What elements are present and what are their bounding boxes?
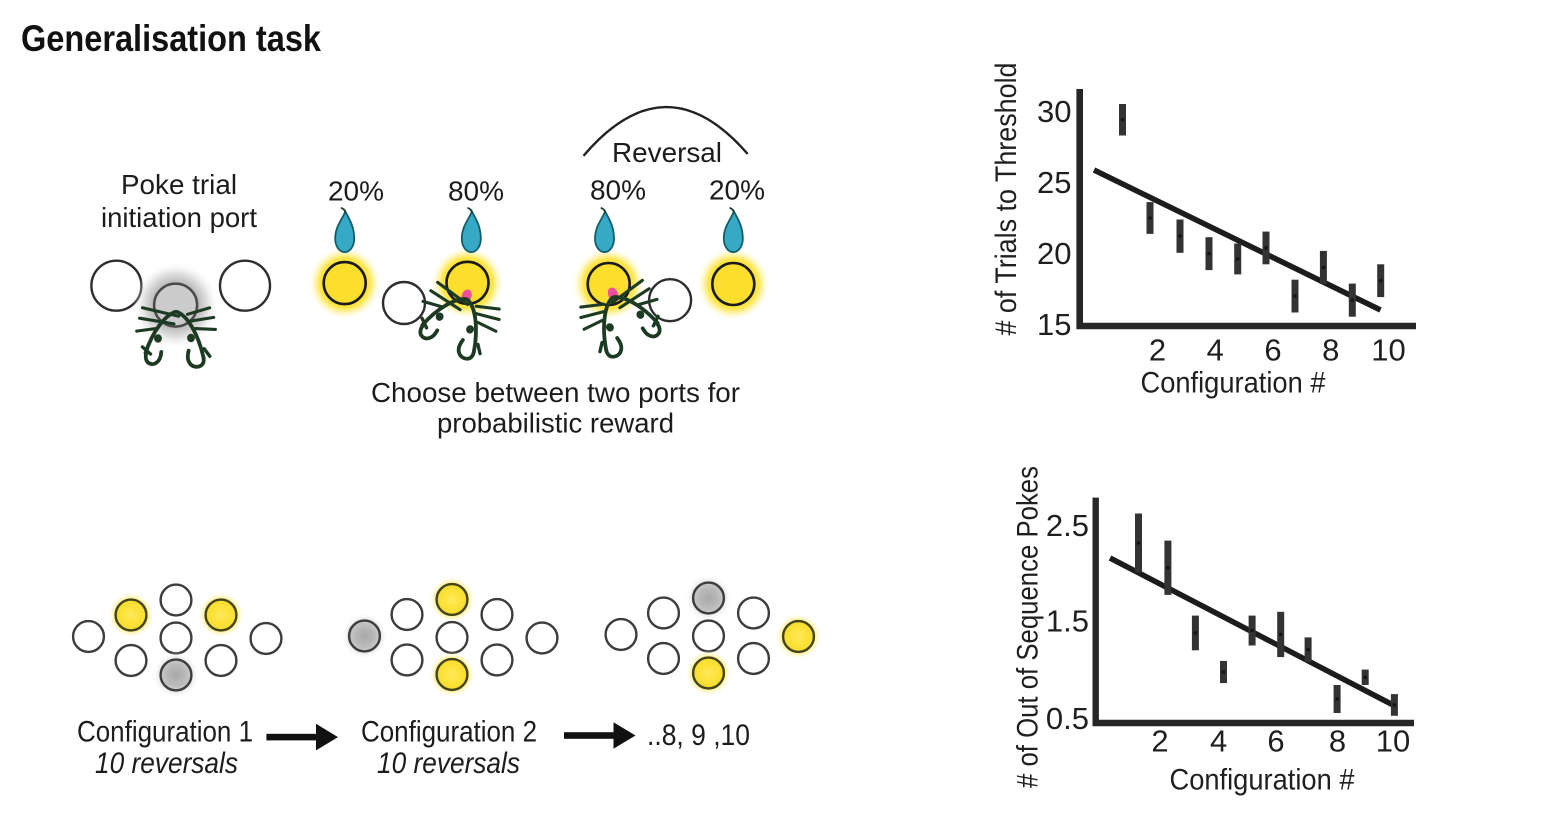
svg-text:..8, 9 ,10: ..8, 9 ,10 [647, 719, 750, 752]
svg-text:Configuration 2: Configuration 2 [361, 715, 537, 748]
svg-text:0.5: 0.5 [1046, 701, 1089, 736]
svg-text:10: 10 [1376, 724, 1410, 759]
svg-text:initiation port: initiation port [101, 202, 257, 233]
svg-text:6: 6 [1264, 332, 1281, 367]
svg-text:10: 10 [1371, 332, 1405, 367]
svg-text:8: 8 [1329, 724, 1346, 759]
svg-text:2: 2 [1151, 724, 1168, 759]
svg-text:Configuration #: Configuration # [1170, 764, 1355, 797]
svg-text:4: 4 [1210, 724, 1227, 759]
svg-text:20%: 20% [709, 175, 765, 206]
svg-text:1.5: 1.5 [1046, 604, 1089, 639]
svg-text:8: 8 [1322, 332, 1339, 367]
svg-text:20%: 20% [328, 176, 384, 207]
svg-text:30: 30 [1037, 94, 1071, 129]
svg-text:15: 15 [1037, 307, 1071, 342]
svg-text:10 reversals: 10 reversals [377, 747, 520, 780]
svg-text:10 reversals: 10 reversals [95, 747, 238, 780]
svg-text:80%: 80% [590, 175, 646, 206]
svg-text:Reversal: Reversal [612, 137, 722, 168]
svg-text:25: 25 [1037, 165, 1071, 200]
svg-text:2.5: 2.5 [1046, 508, 1089, 543]
svg-text:2: 2 [1149, 332, 1166, 367]
svg-text:# of Trials to Threshold: # of Trials to Threshold [990, 63, 1023, 336]
svg-text:20: 20 [1037, 236, 1071, 271]
svg-text:6: 6 [1267, 724, 1284, 759]
svg-text:Choose between two ports for: Choose between two ports for [371, 377, 740, 408]
svg-text:4: 4 [1207, 332, 1224, 367]
svg-text:Generalisation task: Generalisation task [21, 18, 321, 59]
svg-text:probabilistic reward: probabilistic reward [437, 408, 674, 439]
svg-text:Configuration 1: Configuration 1 [77, 715, 253, 748]
svg-text:Poke trial: Poke trial [121, 169, 237, 200]
svg-text:# of Out of Sequence Pokes: # of Out of Sequence Pokes [1012, 466, 1045, 788]
svg-text:Configuration #: Configuration # [1141, 366, 1326, 399]
svg-text:80%: 80% [448, 176, 504, 207]
